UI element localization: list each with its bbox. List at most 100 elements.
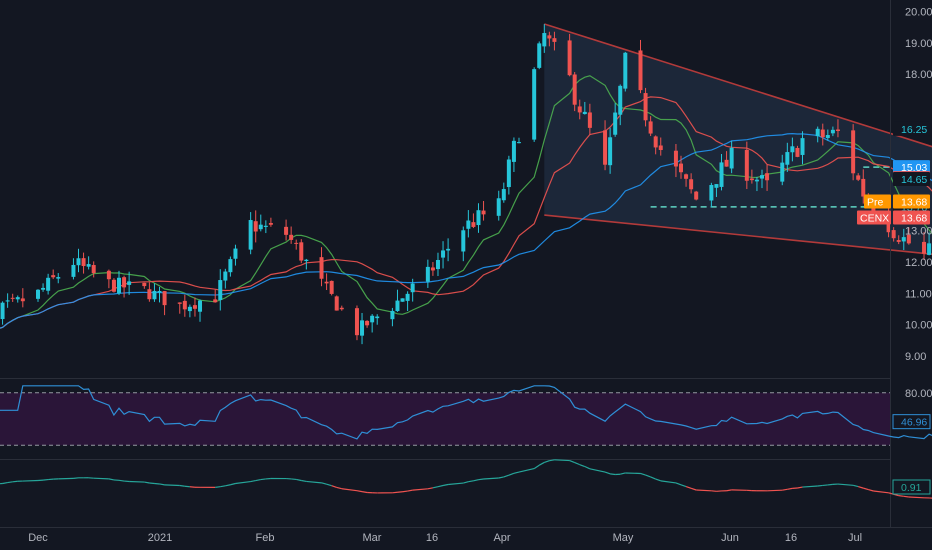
ma-slow-line[interactable] [0, 132, 932, 351]
candle[interactable] [684, 174, 689, 179]
candle[interactable] [390, 310, 395, 320]
candle[interactable] [147, 289, 152, 300]
candle[interactable] [501, 189, 506, 201]
candle[interactable] [613, 112, 618, 135]
candle[interactable] [790, 146, 795, 153]
candle[interactable] [754, 179, 759, 182]
candle[interactable] [319, 257, 324, 279]
candle[interactable] [765, 173, 770, 181]
candle[interactable] [304, 259, 309, 262]
candle[interactable] [41, 287, 46, 290]
candle[interactable] [506, 159, 511, 188]
candle[interactable] [820, 129, 825, 138]
candle[interactable] [410, 283, 415, 293]
candle[interactable] [46, 277, 51, 291]
candle[interactable] [354, 308, 359, 336]
candle[interactable] [76, 258, 81, 266]
candle[interactable] [547, 35, 552, 39]
candle[interactable] [689, 179, 694, 190]
candle[interactable] [365, 320, 370, 326]
candle[interactable] [830, 129, 835, 134]
candle[interactable] [709, 185, 714, 201]
candle[interactable] [511, 140, 516, 162]
candle[interactable] [284, 226, 289, 235]
rsi-line[interactable] [0, 385, 932, 440]
candle[interactable] [162, 291, 167, 306]
candle[interactable] [111, 279, 116, 292]
candle[interactable] [233, 248, 238, 259]
candle[interactable] [405, 293, 410, 301]
candle[interactable] [248, 220, 253, 250]
candle[interactable] [441, 250, 446, 258]
candle[interactable] [749, 178, 754, 181]
candle[interactable] [127, 281, 132, 285]
candle[interactable] [86, 264, 91, 267]
candle[interactable] [587, 112, 592, 128]
candle[interactable] [623, 52, 628, 89]
candle[interactable] [896, 240, 901, 242]
candle[interactable] [430, 267, 435, 271]
candle[interactable] [91, 265, 96, 274]
candle[interactable] [577, 106, 582, 113]
candle[interactable] [825, 135, 830, 138]
candle[interactable] [658, 145, 663, 151]
candle[interactable] [653, 136, 658, 148]
candle[interactable] [51, 275, 56, 278]
candle[interactable] [213, 299, 218, 303]
candle[interactable] [435, 260, 440, 270]
candle[interactable] [299, 242, 304, 261]
candle[interactable] [572, 74, 577, 105]
channel-lower-line[interactable] [544, 214, 932, 260]
candle[interactable] [724, 159, 729, 167]
candle[interactable] [56, 277, 61, 279]
candle[interactable] [673, 150, 678, 167]
candle[interactable] [603, 130, 608, 165]
candle[interactable] [471, 222, 476, 227]
candle[interactable] [5, 300, 10, 302]
candle[interactable] [714, 184, 719, 188]
candle[interactable] [785, 152, 790, 165]
candle[interactable] [537, 43, 542, 68]
candle[interactable] [81, 258, 86, 267]
candle[interactable] [795, 147, 800, 157]
candle[interactable] [198, 300, 203, 312]
candle[interactable] [122, 277, 127, 288]
candle[interactable] [117, 277, 122, 294]
candle[interactable] [552, 38, 557, 42]
candle[interactable] [679, 163, 684, 173]
candle[interactable] [648, 121, 653, 134]
candle[interactable] [516, 142, 521, 144]
candle[interactable] [258, 224, 263, 230]
candle[interactable] [395, 300, 400, 312]
candle[interactable] [370, 315, 375, 323]
candle[interactable] [800, 138, 805, 155]
candle[interactable] [157, 290, 162, 293]
candle[interactable] [835, 129, 840, 131]
candle[interactable] [922, 241, 927, 254]
candle[interactable] [329, 280, 334, 294]
candle[interactable] [142, 282, 147, 287]
candle[interactable] [901, 237, 906, 242]
candle[interactable] [856, 175, 861, 180]
candle[interactable] [334, 296, 339, 311]
candle[interactable] [289, 234, 294, 240]
candle[interactable] [218, 280, 223, 301]
candle[interactable] [152, 290, 157, 300]
candle[interactable] [719, 162, 724, 187]
channel-upper-line[interactable] [544, 23, 932, 167]
candle[interactable] [268, 222, 273, 225]
candle[interactable] [871, 204, 876, 213]
candle[interactable] [638, 50, 643, 91]
candle[interactable] [192, 305, 197, 309]
candle[interactable] [891, 230, 896, 239]
candle[interactable] [851, 130, 856, 174]
candle[interactable] [0, 302, 5, 320]
candle[interactable] [294, 242, 299, 244]
candle[interactable] [861, 178, 866, 197]
candle[interactable] [780, 162, 785, 182]
candle[interactable] [339, 307, 344, 310]
candle[interactable] [263, 225, 268, 227]
candle[interactable] [744, 149, 749, 181]
candle[interactable] [446, 248, 451, 251]
